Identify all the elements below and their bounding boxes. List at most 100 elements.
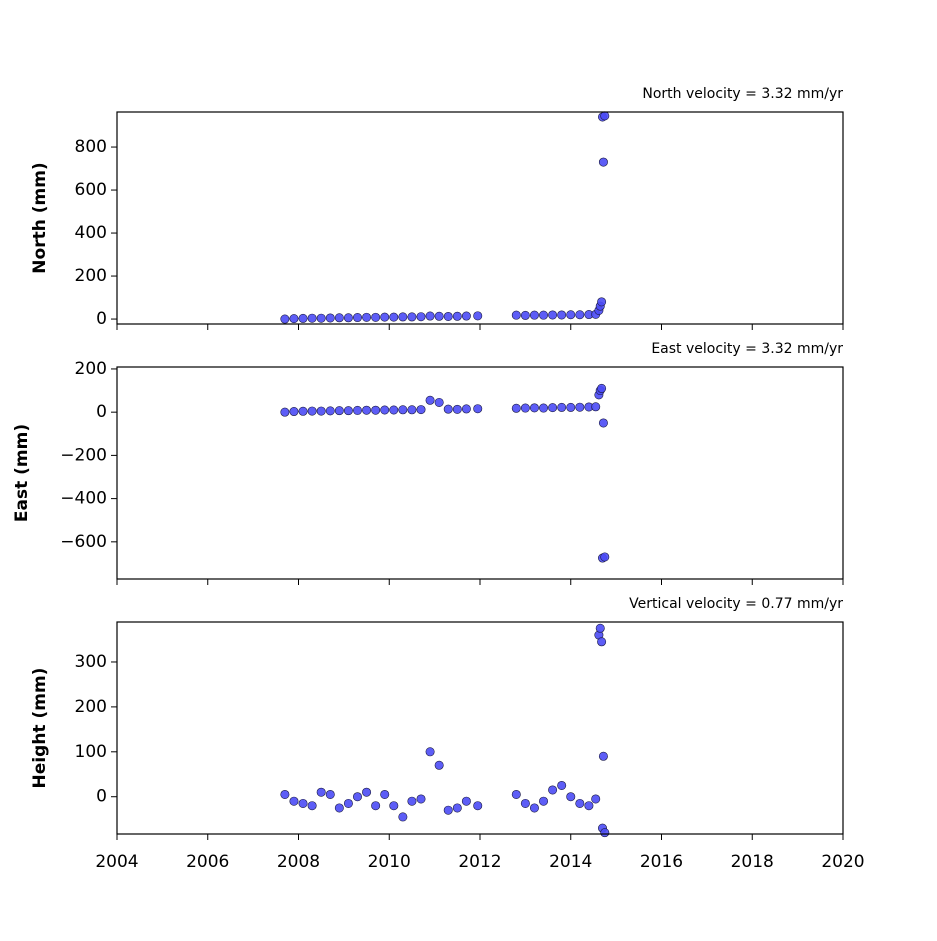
- data-point: [529, 803, 539, 813]
- data-point: [407, 312, 417, 322]
- y-tick-label: 300: [75, 652, 107, 672]
- data-point: [380, 789, 390, 799]
- data-point: [584, 801, 594, 811]
- data-point: [343, 313, 353, 323]
- x-tick-label: 2018: [731, 852, 774, 872]
- y-tick-label: −200: [60, 445, 107, 465]
- data-point: [598, 157, 608, 167]
- y-axis-label: North (mm): [30, 162, 50, 273]
- data-point: [425, 747, 435, 757]
- y-axis-label: East (mm): [12, 424, 32, 522]
- data-point: [473, 311, 483, 321]
- data-point: [280, 789, 290, 799]
- data-point: [289, 407, 299, 417]
- data-point: [425, 395, 435, 405]
- data-point: [371, 312, 381, 322]
- data-point: [343, 798, 353, 808]
- data-point: [280, 407, 290, 417]
- y-tick-label: −600: [60, 532, 107, 552]
- data-point: [389, 312, 399, 322]
- x-tick-label: 2016: [640, 852, 683, 872]
- data-point: [548, 403, 558, 413]
- data-point: [289, 796, 299, 806]
- y-tick-label: −400: [60, 489, 107, 509]
- data-point: [557, 310, 567, 320]
- panel-title: Vertical velocity = 0.77 mm/yr: [629, 596, 843, 612]
- data-point: [307, 801, 317, 811]
- data-point: [566, 402, 576, 412]
- data-point: [316, 406, 326, 416]
- y-tick-label: 100: [75, 742, 107, 762]
- y-tick-label: 800: [75, 137, 107, 157]
- data-point: [362, 787, 372, 797]
- data-point: [597, 297, 607, 307]
- data-point: [520, 310, 530, 320]
- data-point: [597, 637, 607, 647]
- data-point: [434, 760, 444, 770]
- data-point: [325, 406, 335, 416]
- data-point: [511, 403, 521, 413]
- data-point: [529, 403, 539, 413]
- data-point: [371, 801, 381, 811]
- data-point: [566, 792, 576, 802]
- y-tick-label: 200: [75, 697, 107, 717]
- data-point: [389, 801, 399, 811]
- x-tick-label: 2012: [458, 852, 501, 872]
- y-tick-label: 200: [75, 359, 107, 379]
- data-point: [452, 311, 462, 321]
- data-point: [575, 798, 585, 808]
- data-point: [452, 404, 462, 414]
- data-point: [343, 406, 353, 416]
- data-point: [529, 310, 539, 320]
- plot-frame: [116, 621, 844, 835]
- data-point: [371, 405, 381, 415]
- y-axis-label: Height (mm): [30, 668, 50, 789]
- data-point: [325, 313, 335, 323]
- data-point: [407, 405, 417, 415]
- data-point: [473, 404, 483, 414]
- data-point: [416, 794, 426, 804]
- data-point: [434, 311, 444, 321]
- data-point: [600, 828, 610, 838]
- data-point: [416, 405, 426, 415]
- data-point: [316, 787, 326, 797]
- data-point: [557, 780, 567, 790]
- data-point: [598, 418, 608, 428]
- panel: North velocity = 3.32 mm/yr North (mm) 0 20…: [30, 86, 844, 330]
- data-point: [280, 314, 290, 324]
- data-point: [352, 313, 362, 323]
- data-point: [443, 805, 453, 815]
- data-point: [380, 312, 390, 322]
- x-tick-label: 2020: [821, 852, 864, 872]
- y-tick-label: 200: [75, 266, 107, 286]
- y-tick-label: 600: [75, 180, 107, 200]
- data-point: [307, 406, 317, 416]
- plot-frame: [116, 366, 844, 580]
- data-point: [334, 313, 344, 323]
- data-point: [597, 383, 607, 393]
- data-point: [598, 751, 608, 761]
- x-tick-label: 2004: [95, 852, 138, 872]
- data-point: [389, 405, 399, 415]
- data-point: [595, 623, 605, 633]
- data-point: [307, 313, 317, 323]
- data-point: [443, 404, 453, 414]
- panel: Vertical velocity = 0.77 mm/yr Height (mm…: [30, 596, 865, 872]
- data-point: [298, 406, 308, 416]
- data-point: [511, 789, 521, 799]
- x-tick-label: 2014: [549, 852, 592, 872]
- data-point: [298, 313, 308, 323]
- panel-title: North velocity = 3.32 mm/yr: [642, 86, 843, 102]
- data-point: [352, 405, 362, 415]
- data-point: [398, 312, 408, 322]
- data-point: [362, 405, 372, 415]
- data-point: [325, 789, 335, 799]
- data-point: [575, 310, 585, 320]
- x-tick-label: 2006: [186, 852, 229, 872]
- x-tick-label: 2008: [277, 852, 320, 872]
- data-point: [461, 796, 471, 806]
- data-point: [566, 310, 576, 320]
- data-point: [416, 312, 426, 322]
- data-point: [548, 785, 558, 795]
